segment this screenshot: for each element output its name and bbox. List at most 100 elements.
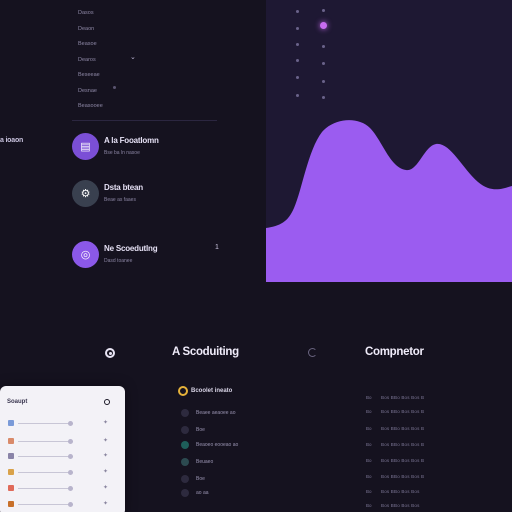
dot	[296, 76, 299, 79]
table-cell: Bo	[366, 409, 372, 414]
row-icon	[8, 485, 14, 491]
list-item[interactable]: Beaee aeaoee ao	[181, 409, 261, 419]
card-row[interactable]: ✦	[8, 452, 120, 462]
table-cell: Bos BBo Bos Bos B	[381, 409, 425, 414]
table-cell: Bo	[366, 395, 372, 400]
dot	[322, 62, 325, 65]
mini-menu-item[interactable]: Dasos	[78, 10, 94, 16]
row-dot	[68, 470, 73, 475]
list-item-text: Beaee aeaoee ao	[196, 410, 236, 416]
clock-icon	[178, 385, 188, 396]
status-dot	[181, 409, 189, 417]
row-icon	[8, 453, 14, 459]
chevron-down-icon[interactable]: ⌄	[130, 54, 136, 61]
mini-menu-item[interactable]: Dearos	[78, 56, 96, 63]
row-bar	[18, 455, 73, 457]
dot	[296, 59, 299, 62]
list-item-badge: 1	[215, 244, 219, 251]
row-bar	[18, 440, 73, 442]
row-icon	[8, 438, 14, 444]
table-row[interactable]: Bo Bos BBo Bos Bos B	[366, 474, 446, 482]
settings-card: Soaupt ✦ ✦ ✦ ✦ ✦ ✦	[0, 386, 125, 512]
row-icon	[8, 420, 14, 426]
radio-icon[interactable]	[104, 399, 110, 405]
table-row[interactable]: Bo Bos BBo Bos Bos	[366, 489, 446, 497]
list-item[interactable]: Beuaeo	[181, 458, 261, 468]
target-icon[interactable]	[105, 348, 115, 358]
table-cell: Bo	[366, 442, 372, 447]
row-bar	[18, 487, 73, 489]
area-chart	[266, 120, 512, 282]
row-dot	[68, 454, 73, 459]
card-row[interactable]: ✦	[8, 419, 120, 429]
mini-menu-item[interactable]: Deaon	[78, 25, 95, 32]
card-row[interactable]: ✦	[8, 500, 120, 510]
mini-menu: Dasos Deaon Beasoe Dearos Beseeae Desnae…	[78, 6, 148, 115]
avatar: ▤	[72, 133, 99, 160]
pin-icon[interactable]: ✦	[103, 469, 109, 475]
table-cell: Bos BBo Bos Bos	[381, 489, 420, 494]
list-item[interactable]: Boe	[181, 475, 261, 485]
mini-menu-item[interactable]: Beseeae	[78, 72, 100, 78]
table-cell: Bos BBo Bos Bos B	[381, 458, 425, 463]
pin-icon[interactable]: ✦	[103, 420, 109, 426]
pin-icon[interactable]: ✦	[103, 501, 109, 507]
table-cell: Bo	[366, 474, 372, 479]
dot	[296, 94, 299, 97]
status-dot	[181, 426, 189, 434]
table-row[interactable]: Bo Bos BBo Bos Bos B	[366, 395, 446, 403]
card-title: Soaupt	[7, 399, 28, 405]
table-row[interactable]: Bo Bos BBo Bos Bos B	[366, 409, 446, 417]
table-row[interactable]: Bo Bos BBo Bos Bos B	[366, 426, 446, 434]
row-bar	[18, 471, 73, 473]
table-cell: Bos BBo Bos Bos	[381, 503, 420, 508]
card-row[interactable]: ✦	[8, 484, 120, 494]
target-icon: ◎	[80, 249, 91, 261]
row-dot	[68, 439, 73, 444]
row-icon	[8, 501, 14, 507]
list-item[interactable]: Beaoeo eooeao ao	[181, 441, 261, 451]
status-dot	[181, 475, 189, 483]
status-dot	[181, 441, 189, 449]
area-chart-fill	[266, 120, 512, 282]
row-dot	[68, 421, 73, 426]
list-item[interactable]: ◎ Ne Scoedutlng Dasd toanee 1	[72, 241, 232, 271]
pin-icon[interactable]: ✦	[103, 485, 109, 491]
row-dot	[68, 486, 73, 491]
table-cell: Bo	[366, 503, 372, 508]
gear-icon: ⚙	[80, 188, 91, 200]
table-row[interactable]: Bo Bos BBo Bos Bos B	[366, 442, 446, 450]
area-chart-panel	[266, 0, 512, 282]
mini-menu-item[interactable]: Beasoe	[78, 41, 97, 47]
list-item[interactable]: ▤ A la Fooatlomn Bse ba ln nasoe	[72, 133, 232, 163]
dot	[322, 80, 325, 83]
mini-menu-item[interactable]: Beasooee	[78, 103, 103, 109]
card-row[interactable]: ✦	[8, 437, 120, 447]
table-cell: Bos BBo Bos Bos B	[381, 474, 425, 479]
pin-icon[interactable]: ✦	[103, 438, 109, 444]
row-icon	[8, 469, 14, 475]
row-dot	[68, 502, 73, 507]
table-cell: Bo	[366, 458, 372, 463]
mini-menu-item[interactable]: Desnae	[78, 87, 97, 94]
list-item[interactable]: ⚙ Dsta btean Beae as faaes	[72, 180, 232, 210]
pin-icon[interactable]: ✦	[103, 453, 109, 459]
status-dot	[181, 489, 189, 497]
dot	[322, 96, 325, 99]
list-item-title: Dsta btean	[104, 183, 143, 192]
list-item-subtitle: Dasd toanee	[104, 258, 133, 264]
list-item[interactable]: Boe	[181, 426, 261, 436]
side-label: a ioaon	[0, 137, 24, 144]
card-row[interactable]: ✦	[8, 468, 120, 478]
list-item-text: Boe	[196, 427, 205, 433]
table-cell: Bos BBo Bos Bos B	[381, 395, 425, 400]
active-dot[interactable]	[320, 22, 327, 29]
dot	[296, 10, 299, 13]
table-row[interactable]: Bo Bos BBo Bos Bos	[366, 503, 446, 511]
list-item-text: ao aa	[196, 490, 209, 496]
list-item-text: Beaoeo eooeao ao	[196, 442, 239, 448]
row-bar	[18, 503, 73, 505]
list-item[interactable]: ao aa	[181, 489, 261, 499]
scheduling-list-title: Bcoolet ineato	[178, 382, 232, 400]
table-row[interactable]: Bo Bos BBo Bos Bos B	[366, 458, 446, 466]
